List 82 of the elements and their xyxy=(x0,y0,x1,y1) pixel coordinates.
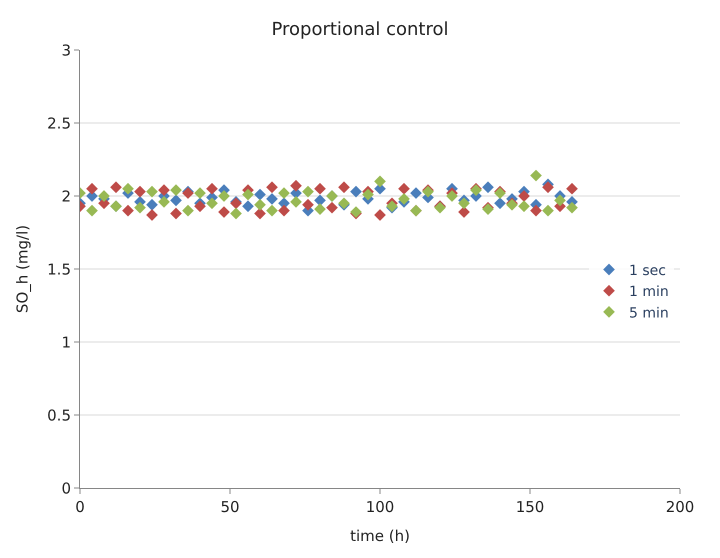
x-tick-label: 0 xyxy=(75,498,85,516)
x-axis-title: time (h) xyxy=(350,527,410,545)
point xyxy=(554,194,566,206)
point xyxy=(158,184,170,196)
point xyxy=(566,182,578,195)
legend-label: 5 min xyxy=(629,305,669,322)
point xyxy=(254,208,266,220)
point xyxy=(374,176,386,188)
point xyxy=(134,202,146,214)
legend-label: 1 sec xyxy=(629,262,666,279)
point xyxy=(98,190,110,202)
point xyxy=(158,196,170,208)
point xyxy=(458,197,470,210)
point xyxy=(218,206,230,218)
point xyxy=(530,170,542,182)
point xyxy=(266,204,278,216)
point xyxy=(398,193,410,205)
point xyxy=(146,198,158,211)
point xyxy=(86,204,98,216)
point xyxy=(374,209,386,221)
y-tick-label: 2 xyxy=(61,187,71,206)
point xyxy=(266,181,278,194)
point xyxy=(242,188,254,200)
point xyxy=(146,209,158,221)
point xyxy=(302,186,314,198)
point xyxy=(230,208,242,220)
y-tick-label: 0.5 xyxy=(47,406,71,424)
point xyxy=(122,182,134,195)
point xyxy=(518,190,530,202)
x-tick-label: 150 xyxy=(516,498,544,516)
point xyxy=(170,184,182,196)
y-axis-title: SO_h (mg/l) xyxy=(13,224,32,314)
point xyxy=(206,182,218,195)
legend-label: 1 min xyxy=(629,284,669,300)
point xyxy=(338,181,350,194)
point xyxy=(278,204,290,216)
chart-title: Proportional control xyxy=(271,18,449,40)
y-tick-label: 1.5 xyxy=(47,260,71,278)
point xyxy=(254,188,266,200)
point xyxy=(314,182,326,195)
x-tick-label: 200 xyxy=(666,498,694,516)
point xyxy=(182,204,194,216)
y-tick-label: 0 xyxy=(61,479,71,498)
point xyxy=(362,188,374,200)
point xyxy=(86,182,98,195)
y-tick-label: 3 xyxy=(61,41,71,60)
point xyxy=(446,190,458,202)
point xyxy=(542,181,554,194)
point xyxy=(350,186,362,198)
point xyxy=(242,200,254,212)
point xyxy=(566,202,578,214)
point xyxy=(290,196,302,208)
point xyxy=(314,203,326,215)
point xyxy=(206,197,218,210)
point xyxy=(326,202,338,214)
point xyxy=(122,204,134,216)
point xyxy=(218,190,230,202)
point xyxy=(278,187,290,199)
point xyxy=(170,194,182,206)
point xyxy=(302,198,314,211)
point xyxy=(542,204,554,216)
point xyxy=(518,200,530,212)
point xyxy=(482,181,494,194)
point xyxy=(110,181,122,194)
point xyxy=(494,197,506,210)
point xyxy=(458,206,470,218)
point xyxy=(170,208,182,220)
x-tick-label: 100 xyxy=(366,498,394,516)
point xyxy=(146,186,158,198)
point xyxy=(530,204,542,216)
x-tick-label: 50 xyxy=(220,498,240,516)
point xyxy=(314,194,326,206)
point xyxy=(194,200,206,212)
y-tick-label: 2.5 xyxy=(47,114,71,132)
point xyxy=(410,187,422,199)
point xyxy=(398,182,410,195)
point xyxy=(290,180,302,192)
point xyxy=(254,198,266,211)
point xyxy=(134,186,146,198)
point xyxy=(266,193,278,205)
y-tick-label: 1 xyxy=(61,333,71,352)
point xyxy=(194,187,206,199)
